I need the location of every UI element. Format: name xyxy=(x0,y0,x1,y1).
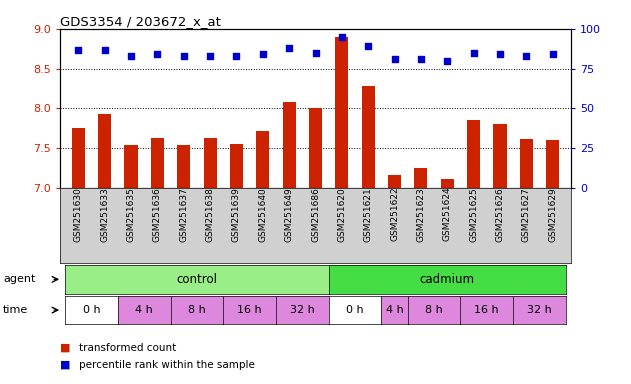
Text: 32 h: 32 h xyxy=(290,305,315,315)
Bar xyxy=(309,108,322,384)
Text: control: control xyxy=(177,273,218,286)
Text: GDS3354 / 203672_x_at: GDS3354 / 203672_x_at xyxy=(60,15,221,28)
Text: 4 h: 4 h xyxy=(136,305,153,315)
Bar xyxy=(415,168,427,384)
Text: ■: ■ xyxy=(60,343,71,353)
Text: ■: ■ xyxy=(60,360,71,370)
Bar xyxy=(335,37,348,384)
Bar xyxy=(177,145,191,384)
Bar xyxy=(283,102,296,384)
Point xyxy=(416,56,426,62)
Point xyxy=(152,51,162,57)
Bar xyxy=(124,145,138,384)
Text: transformed count: transformed count xyxy=(79,343,176,353)
Text: cadmium: cadmium xyxy=(420,273,475,286)
Bar xyxy=(546,140,559,384)
Bar xyxy=(520,139,533,384)
Text: agent: agent xyxy=(3,274,35,285)
Bar xyxy=(256,131,269,384)
Point xyxy=(363,43,374,50)
Text: 8 h: 8 h xyxy=(188,305,206,315)
Point xyxy=(310,50,321,56)
Bar xyxy=(151,138,164,384)
Point xyxy=(73,46,83,53)
Text: percentile rank within the sample: percentile rank within the sample xyxy=(79,360,255,370)
Point xyxy=(521,53,531,59)
Point xyxy=(495,51,505,57)
Point xyxy=(179,53,189,59)
Bar xyxy=(467,121,480,384)
Point xyxy=(548,51,558,57)
Bar xyxy=(204,138,216,384)
Text: 32 h: 32 h xyxy=(527,305,552,315)
Bar xyxy=(440,179,454,384)
Text: time: time xyxy=(3,305,28,315)
Text: 4 h: 4 h xyxy=(386,305,403,315)
Text: 16 h: 16 h xyxy=(475,305,499,315)
Point xyxy=(469,50,479,56)
Point xyxy=(100,46,110,53)
Point xyxy=(284,45,294,51)
Bar xyxy=(72,128,85,384)
Point xyxy=(257,51,268,57)
Text: 16 h: 16 h xyxy=(237,305,262,315)
Point xyxy=(442,58,452,64)
Point xyxy=(389,56,399,62)
Text: 0 h: 0 h xyxy=(346,305,364,315)
Bar xyxy=(388,175,401,384)
Text: 0 h: 0 h xyxy=(83,305,100,315)
Bar xyxy=(493,124,507,384)
Bar xyxy=(230,144,243,384)
Point xyxy=(232,53,242,59)
Text: 8 h: 8 h xyxy=(425,305,443,315)
Point xyxy=(337,34,347,40)
Bar xyxy=(362,86,375,384)
Point xyxy=(205,53,215,59)
Bar xyxy=(98,114,111,384)
Point xyxy=(126,53,136,59)
